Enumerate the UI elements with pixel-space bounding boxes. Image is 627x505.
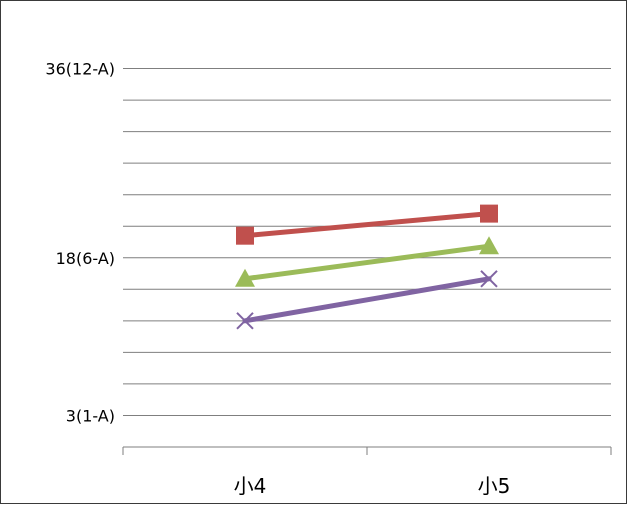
x-marker [480, 270, 498, 288]
square-marker [480, 204, 498, 223]
x-category-label: 小5 [478, 474, 511, 498]
y-tick-label: 3(1-A) [66, 406, 115, 425]
triangle-marker [235, 268, 255, 287]
series-1 [236, 204, 498, 245]
y-tick-labels: 36(12-A) 18(6-A) 3(1-A) [45, 60, 115, 426]
x-category-labels: 小4 小5 [234, 474, 511, 498]
gridlines [123, 68, 611, 416]
x-axis [122, 446, 612, 455]
series-line [242, 243, 492, 282]
series-2 [235, 236, 499, 287]
square-marker [236, 226, 254, 245]
x-category-label: 小4 [234, 474, 267, 498]
x-marker [236, 312, 254, 330]
series-line [242, 276, 492, 324]
series-3 [236, 270, 498, 330]
y-tick-label: 18(6-A) [56, 249, 115, 268]
y-tick-label: 36(12-A) [45, 60, 115, 79]
series-line [242, 211, 492, 239]
triangle-marker [479, 236, 499, 255]
series-lines [235, 204, 499, 330]
